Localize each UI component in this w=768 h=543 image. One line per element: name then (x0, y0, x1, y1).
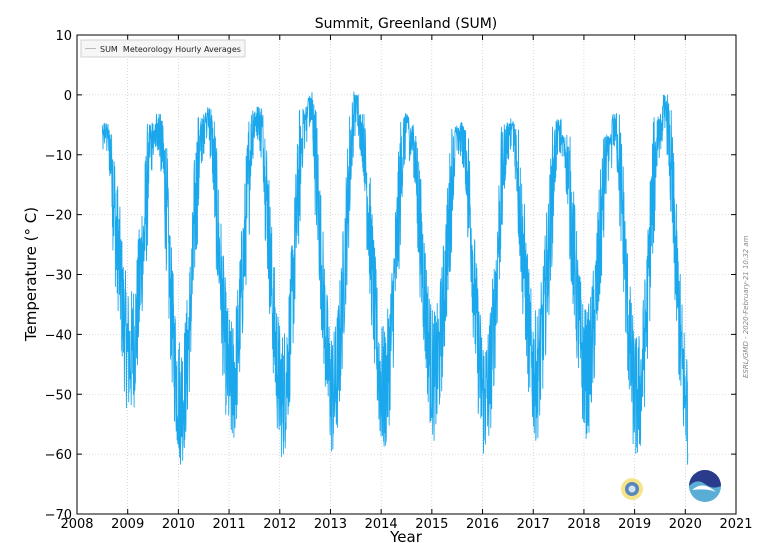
y-tick-label: −30 (45, 269, 72, 284)
y-tick-label: −60 (45, 448, 72, 463)
legend: SUM Meteorology Hourly Averages (80, 39, 246, 58)
legend-entry: SUM Meteorology Hourly Averages (100, 45, 241, 54)
y-tick-label: −20 (45, 209, 72, 224)
x-axis-label: Year (389, 528, 423, 543)
noaa-logo-icon (689, 470, 721, 502)
x-tick-label: 2017 (517, 517, 550, 532)
x-tick-label: 2016 (466, 517, 499, 532)
chart-title: Summit, Greenland (SUM) (315, 16, 498, 32)
x-tick-label: 2020 (669, 517, 702, 532)
y-axis-label: Temperature (° C) (22, 207, 40, 342)
y-tick-label: −70 (45, 508, 72, 523)
series-temperature (101, 91, 689, 465)
x-tick-label: 2010 (162, 517, 195, 532)
credit-text: ESRL/GMD - 2020-February-21 10:32 am (742, 235, 750, 378)
x-tick-label: 2018 (567, 517, 600, 532)
y-tick-label: 10 (55, 29, 72, 44)
x-tick-label: 2021 (719, 517, 752, 532)
y-tick-label: −50 (45, 388, 72, 403)
axis-ticks: 2008 2009 2010 2011 2012 2013 2014 2015 2016 2017… (45, 29, 753, 532)
series-line (101, 91, 689, 465)
x-tick-label: 2019 (618, 517, 651, 532)
sun-emblem-icon (621, 478, 643, 500)
x-tick-label: 2014 (365, 517, 398, 532)
x-tick-label: 2013 (314, 517, 347, 532)
x-tick-label: 2012 (263, 517, 296, 532)
x-tick-label: 2008 (60, 517, 93, 532)
x-tick-label: 2015 (415, 517, 448, 532)
y-tick-label: 0 (64, 89, 72, 104)
legend-box (80, 39, 246, 58)
x-tick-label: 2011 (213, 517, 246, 532)
x-tick-label: 2009 (111, 517, 144, 532)
y-tick-label: −10 (45, 149, 72, 164)
y-tick-label: −40 (45, 328, 72, 343)
